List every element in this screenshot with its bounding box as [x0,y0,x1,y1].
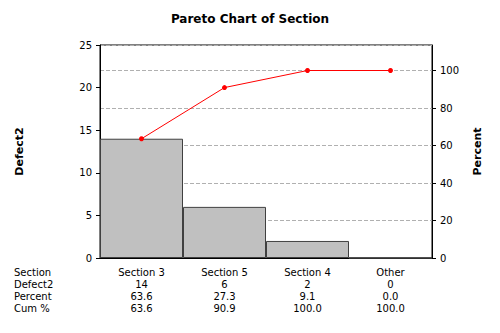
svg-text:Section: Section [14,267,51,278]
svg-text:60: 60 [440,140,453,151]
svg-text:6: 6 [221,279,227,290]
svg-text:Defect2: Defect2 [13,127,26,175]
svg-text:0: 0 [440,253,446,264]
svg-text:9.1: 9.1 [300,291,316,302]
svg-text:Cum %: Cum % [14,303,50,314]
svg-text:63.6: 63.6 [130,291,152,302]
svg-text:5: 5 [86,210,92,221]
svg-text:Section 3: Section 3 [118,267,165,278]
svg-text:100.0: 100.0 [293,303,322,314]
svg-text:Defect2: Defect2 [14,279,53,290]
svg-text:15: 15 [79,125,92,136]
svg-text:10: 10 [79,167,92,178]
svg-text:40: 40 [440,178,453,189]
svg-text:14: 14 [135,279,148,290]
svg-text:Other: Other [376,267,405,278]
svg-text:27.3: 27.3 [213,291,235,302]
svg-text:100: 100 [440,65,459,76]
svg-text:0: 0 [387,279,393,290]
svg-text:2: 2 [304,279,310,290]
svg-text:0.0: 0.0 [383,291,399,302]
svg-text:25: 25 [79,40,92,51]
svg-text:0: 0 [86,253,92,264]
svg-text:Section 5: Section 5 [201,267,248,278]
svg-text:90.9: 90.9 [213,303,235,314]
svg-text:Section 4: Section 4 [284,267,331,278]
svg-text:Percent: Percent [471,127,484,175]
svg-text:20: 20 [440,215,453,226]
svg-text:Pareto Chart of Section: Pareto Chart of Section [171,12,329,26]
svg-text:20: 20 [79,82,92,93]
svg-text:63.6: 63.6 [130,303,152,314]
svg-text:Percent: Percent [14,291,52,302]
svg-text:80: 80 [440,103,453,114]
svg-text:100.0: 100.0 [376,303,405,314]
